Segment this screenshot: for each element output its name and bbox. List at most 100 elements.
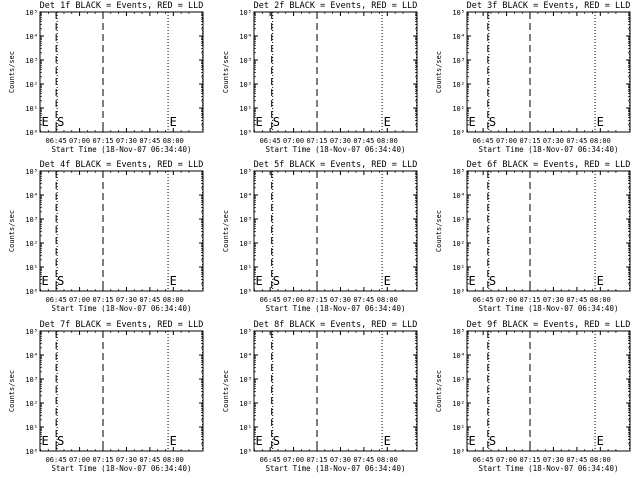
panel-title: Det 3f BLACK = Events, RED = LLD bbox=[467, 1, 631, 11]
x-tick-label: 07:30 bbox=[330, 137, 351, 145]
plot-frame bbox=[253, 170, 418, 292]
x-tick-label: 07:45 bbox=[139, 296, 160, 304]
x-tick-label: 07:00 bbox=[283, 296, 304, 304]
event-marker: E bbox=[469, 115, 476, 129]
x-tick-label: 07:15 bbox=[519, 296, 540, 304]
detector-panel: Det 7f BLACK = Events, RED = LLD 10⁰ 10¹ 10… bbox=[8, 320, 204, 473]
y-axis-title: Counts/sec bbox=[435, 210, 443, 252]
y-axis-title: Counts/sec bbox=[8, 370, 16, 412]
y-tick-label: 10⁵ bbox=[452, 168, 465, 176]
panel-title: Det 6f BLACK = Events, RED = LLD bbox=[467, 160, 631, 170]
y-tick-label: 10¹ bbox=[239, 424, 252, 432]
x-tick-label: 06:45 bbox=[260, 137, 281, 145]
x-tick-label: 08:00 bbox=[163, 137, 184, 145]
x-tick-label: 08:00 bbox=[377, 137, 398, 145]
y-tick-label: 10¹ bbox=[239, 264, 252, 272]
y-tick-label: 10⁵ bbox=[239, 168, 252, 176]
y-tick-label: 10⁴ bbox=[239, 192, 252, 200]
event-marker: E bbox=[469, 274, 476, 288]
y-tick-label: 10³ bbox=[239, 57, 252, 65]
x-tick-label: 06:45 bbox=[46, 456, 67, 464]
y-tick-label: 10² bbox=[25, 81, 38, 89]
x-tick-label: 08:00 bbox=[163, 296, 184, 304]
x-tick-label: 07:15 bbox=[306, 456, 327, 464]
plot-frame bbox=[39, 11, 204, 133]
y-tick-label: 10² bbox=[452, 81, 465, 89]
y-tick-label: 10¹ bbox=[452, 424, 465, 432]
y-tick-label: 10⁵ bbox=[25, 328, 38, 336]
y-tick-label: 10¹ bbox=[452, 105, 465, 113]
event-marker: S bbox=[273, 115, 280, 129]
x-tick-label: 06:45 bbox=[260, 296, 281, 304]
event-marker: S bbox=[57, 274, 64, 288]
y-tick-label: 10³ bbox=[25, 57, 38, 65]
x-axis-title: Start Time (18-Nov-07 06:34:40) bbox=[52, 145, 192, 154]
x-tick-label: 07:15 bbox=[519, 456, 540, 464]
detector-panel: Det 4f BLACK = Events, RED = LLD 10⁰ 10¹ 10… bbox=[8, 160, 204, 313]
x-tick-label: 07:45 bbox=[353, 456, 374, 464]
event-marker: E bbox=[597, 115, 604, 129]
y-axis-title: Counts/sec bbox=[222, 51, 230, 93]
event-marker: E bbox=[256, 434, 263, 448]
y-tick-label: 10⁰ bbox=[452, 129, 465, 137]
x-tick-label: 07:30 bbox=[330, 296, 351, 304]
y-axis-title: Counts/sec bbox=[8, 51, 16, 93]
x-tick-label: 07:45 bbox=[566, 137, 587, 145]
y-tick-label: 10³ bbox=[25, 376, 38, 384]
plot-frame bbox=[466, 11, 631, 133]
y-tick-label: 10¹ bbox=[25, 264, 38, 272]
x-tick-label: 07:00 bbox=[496, 456, 517, 464]
y-tick-label: 10⁰ bbox=[25, 448, 38, 456]
event-marker: E bbox=[42, 274, 49, 288]
event-marker: E bbox=[42, 115, 49, 129]
x-tick-label: 07:15 bbox=[306, 296, 327, 304]
y-tick-label: 10¹ bbox=[452, 264, 465, 272]
x-tick-label: 07:45 bbox=[353, 296, 374, 304]
x-tick-label: 07:15 bbox=[92, 456, 113, 464]
event-marker: E bbox=[170, 115, 177, 129]
y-tick-label: 10³ bbox=[452, 376, 465, 384]
event-marker: E bbox=[384, 274, 391, 288]
x-tick-label: 06:45 bbox=[46, 296, 67, 304]
y-tick-label: 10² bbox=[239, 81, 252, 89]
x-tick-label: 07:30 bbox=[330, 456, 351, 464]
event-marker: E bbox=[256, 115, 263, 129]
x-tick-label: 06:45 bbox=[46, 137, 67, 145]
panel-title: Det 8f BLACK = Events, RED = LLD bbox=[254, 320, 418, 330]
detector-panel: Det 8f BLACK = Events, RED = LLD 10⁰ 10¹ 10… bbox=[222, 320, 418, 473]
panel-title: Det 5f BLACK = Events, RED = LLD bbox=[254, 160, 418, 170]
x-axis-title: Start Time (18-Nov-07 06:34:40) bbox=[52, 304, 192, 313]
x-tick-label: 08:00 bbox=[590, 296, 611, 304]
plot-frame bbox=[253, 330, 418, 452]
detector-panel: Det 2f BLACK = Events, RED = LLD 10⁰ 10¹ 10… bbox=[222, 1, 418, 154]
y-tick-label: 10⁵ bbox=[239, 9, 252, 17]
x-axis-title: Start Time (18-Nov-07 06:34:40) bbox=[479, 145, 619, 154]
y-tick-label: 10¹ bbox=[25, 424, 38, 432]
x-tick-label: 07:00 bbox=[69, 137, 90, 145]
y-tick-label: 10⁰ bbox=[239, 448, 252, 456]
x-tick-label: 07:45 bbox=[566, 296, 587, 304]
x-tick-label: 07:30 bbox=[116, 296, 137, 304]
x-axis-title: Start Time (18-Nov-07 06:34:40) bbox=[479, 464, 619, 473]
panel-title: Det 1f BLACK = Events, RED = LLD bbox=[40, 1, 204, 11]
plot-frame bbox=[466, 330, 631, 452]
x-tick-label: 07:00 bbox=[69, 456, 90, 464]
x-tick-label: 07:30 bbox=[116, 456, 137, 464]
plot-frame bbox=[253, 11, 418, 133]
event-marker: S bbox=[273, 274, 280, 288]
y-axis-title: Counts/sec bbox=[222, 210, 230, 252]
x-tick-label: 07:00 bbox=[496, 296, 517, 304]
event-marker: S bbox=[489, 115, 496, 129]
event-marker: E bbox=[384, 115, 391, 129]
detector-panel: Det 1f BLACK = Events, RED = LLD 10⁰ 10¹ 10… bbox=[8, 1, 204, 154]
detector-panel: Det 5f BLACK = Events, RED = LLD 10⁰ 10¹ 10… bbox=[222, 160, 418, 313]
x-axis-title: Start Time (18-Nov-07 06:34:40) bbox=[52, 464, 192, 473]
x-tick-label: 07:30 bbox=[543, 137, 564, 145]
y-tick-label: 10⁴ bbox=[239, 33, 252, 41]
y-tick-label: 10⁵ bbox=[25, 9, 38, 17]
y-tick-label: 10⁴ bbox=[452, 352, 465, 360]
x-tick-label: 07:45 bbox=[139, 137, 160, 145]
y-tick-label: 10² bbox=[25, 400, 38, 408]
event-marker: S bbox=[489, 274, 496, 288]
